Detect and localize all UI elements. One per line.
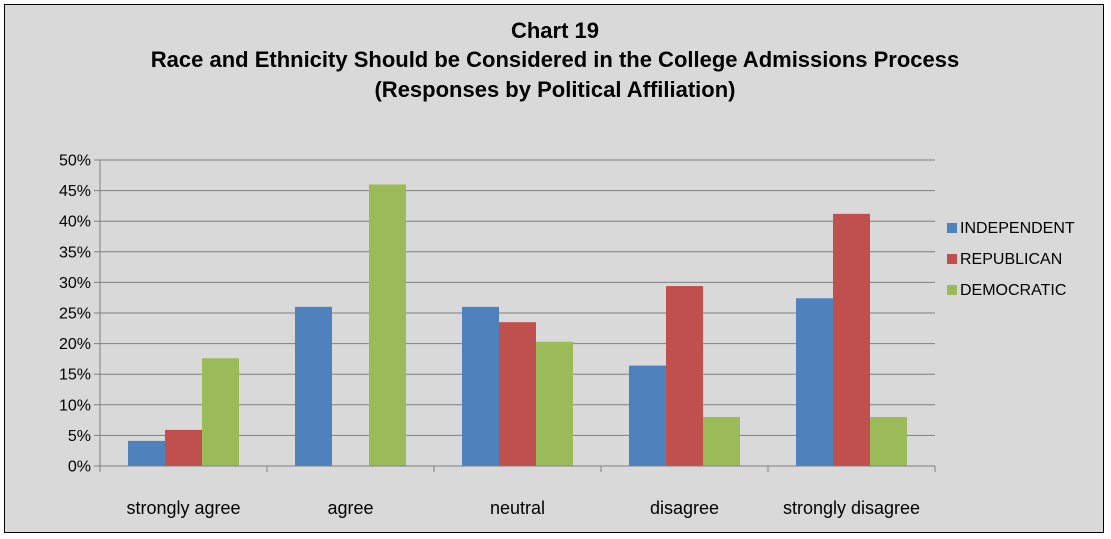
x-category-label: disagree xyxy=(650,498,719,518)
y-tick-label: 5% xyxy=(68,428,91,445)
bar-democratic-neutral xyxy=(536,341,573,466)
bar-chart: Chart 19 Race and Ethnicity Should be Co… xyxy=(59,18,1075,518)
bar-independent-disagree xyxy=(629,365,666,466)
bar-republican-disagree xyxy=(666,286,703,466)
x-category-label: strongly agree xyxy=(126,498,240,518)
chart-title-line-2: Race and Ethnicity Should be Considered … xyxy=(151,47,959,72)
y-axis-ticks: 0% 5% 10% 15% 20% 25% 30% 35% 40% 45% 50% xyxy=(59,153,91,476)
legend-label-democratic: DEMOCRATIC xyxy=(960,282,1066,299)
legend-swatch-democratic xyxy=(947,285,957,295)
y-tick-label: 25% xyxy=(59,306,91,323)
legend-label-independent: INDEPENDENT xyxy=(960,220,1075,237)
bar-republican-strongly-agree xyxy=(165,429,202,466)
bar-democratic-agree xyxy=(369,184,406,467)
chart-title-line-3: (Responses by Political Affiliation) xyxy=(374,77,735,102)
bar-republican-neutral xyxy=(499,322,536,466)
bar-independent-agree xyxy=(295,306,332,466)
chart-frame: Chart 19 Race and Ethnicity Should be Co… xyxy=(4,4,1104,533)
chart-title: Chart 19 Race and Ethnicity Should be Co… xyxy=(151,18,959,102)
legend-swatch-independent xyxy=(947,223,957,233)
x-category-label: strongly disagree xyxy=(783,498,920,518)
x-category-label: neutral xyxy=(490,498,545,518)
bar-democratic-strongly-disagree xyxy=(870,417,907,466)
axes xyxy=(94,159,936,472)
bar-democratic-disagree xyxy=(703,417,740,466)
x-category-label: agree xyxy=(327,498,373,518)
legend-label-republican: REPUBLICAN xyxy=(960,251,1062,268)
bar-independent-strongly-agree xyxy=(128,440,165,466)
legend: INDEPENDENT REPUBLICAN DEMOCRATIC xyxy=(947,220,1075,299)
y-tick-label: 30% xyxy=(59,275,91,292)
y-tick-label: 0% xyxy=(68,459,91,476)
bar-democratic-strongly-agree xyxy=(202,358,239,466)
gridlines xyxy=(100,159,935,436)
y-tick-label: 20% xyxy=(59,336,91,353)
bar-independent-neutral xyxy=(462,306,499,466)
y-tick-label: 10% xyxy=(59,397,91,414)
bars xyxy=(128,184,907,467)
y-tick-label: 35% xyxy=(59,244,91,261)
x-axis-categories: strongly agree agree neutral disagree strong… xyxy=(126,498,920,518)
chart-title-line-1: Chart 19 xyxy=(511,18,599,43)
y-tick-label: 45% xyxy=(59,183,91,200)
bar-republican-strongly-disagree xyxy=(833,213,870,466)
y-tick-label: 40% xyxy=(59,214,91,231)
legend-swatch-republican xyxy=(947,254,957,264)
y-tick-label: 15% xyxy=(59,367,91,384)
y-tick-label: 50% xyxy=(59,153,91,170)
bar-independent-strongly-disagree xyxy=(796,298,833,466)
